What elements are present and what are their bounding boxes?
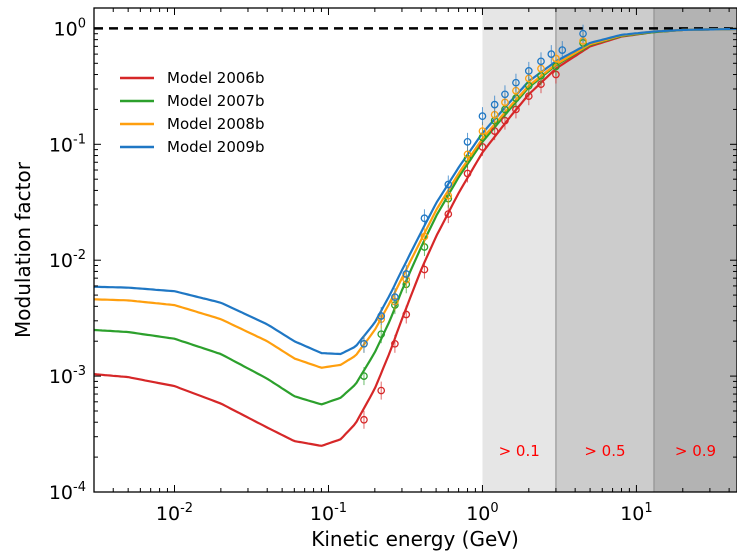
region-label-2: > 0.5 bbox=[584, 442, 625, 460]
region-label-3: > 0.9 bbox=[675, 442, 716, 460]
shaded-region-3 bbox=[654, 8, 737, 492]
region-label-1: > 0.1 bbox=[499, 442, 540, 460]
y-axis-title: Modulation factor bbox=[11, 161, 35, 338]
legend-label-4: Model 2009b bbox=[167, 138, 265, 156]
shaded-region-2 bbox=[556, 8, 654, 492]
x-tick-label-3: 100 bbox=[466, 501, 498, 525]
y-tick-label-1: 10-4 bbox=[49, 480, 86, 504]
y-tick-label-4: 10-1 bbox=[49, 132, 86, 156]
legend-label-2: Model 2007b bbox=[167, 92, 265, 110]
y-tick-label-3: 10-2 bbox=[49, 248, 86, 272]
legend-label-3: Model 2008b bbox=[167, 115, 265, 133]
legend-label-1: Model 2006b bbox=[167, 69, 265, 87]
y-tick-label-5: 100 bbox=[54, 16, 86, 40]
shaded-region-1 bbox=[482, 8, 555, 492]
y-tick-label-2: 10-3 bbox=[49, 364, 86, 388]
shaded-regions bbox=[482, 8, 737, 492]
x-tick-label-2: 10-1 bbox=[310, 501, 347, 525]
legend: Model 2006b Model 2007b Model 2008b Model 2… bbox=[120, 69, 265, 156]
band-labels: > 0.1 > 0.5 > 0.9 bbox=[499, 442, 717, 460]
x-tick-label-1: 10-2 bbox=[156, 501, 193, 525]
x-axis-title: Kinetic energy (GeV) bbox=[311, 527, 519, 551]
x-tick-label-4: 101 bbox=[620, 501, 652, 525]
